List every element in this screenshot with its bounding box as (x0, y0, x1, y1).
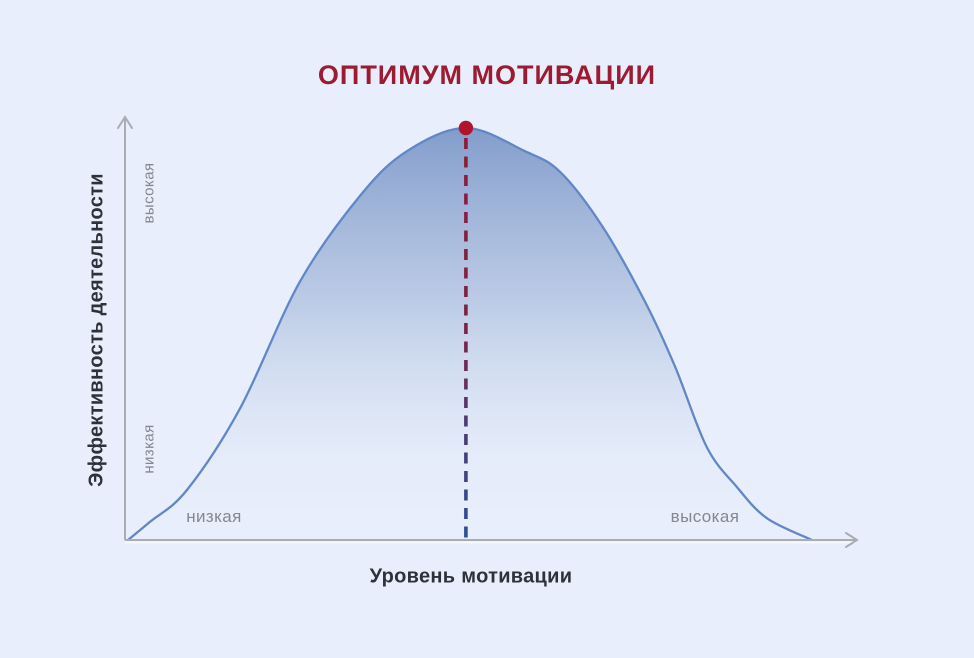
y-axis-label: Эффективность деятельности (85, 173, 108, 487)
bell-curve-area (128, 128, 812, 540)
x-tick-low: низкая (186, 507, 242, 526)
x-axis-arrow-icon (845, 532, 859, 548)
bell-curve-line (127, 126, 813, 542)
y-tick-high: высокая (140, 162, 158, 224)
y-tick-low: низкая (140, 424, 158, 474)
x-tick-high: высокая (670, 507, 740, 526)
y-axis-arrow-icon (117, 115, 133, 129)
page-title: ОПТИМУМ МОТИВАЦИИ (317, 60, 657, 90)
optimum-dot (458, 120, 474, 136)
x-axis-label: Уровень мотивации (369, 565, 573, 588)
